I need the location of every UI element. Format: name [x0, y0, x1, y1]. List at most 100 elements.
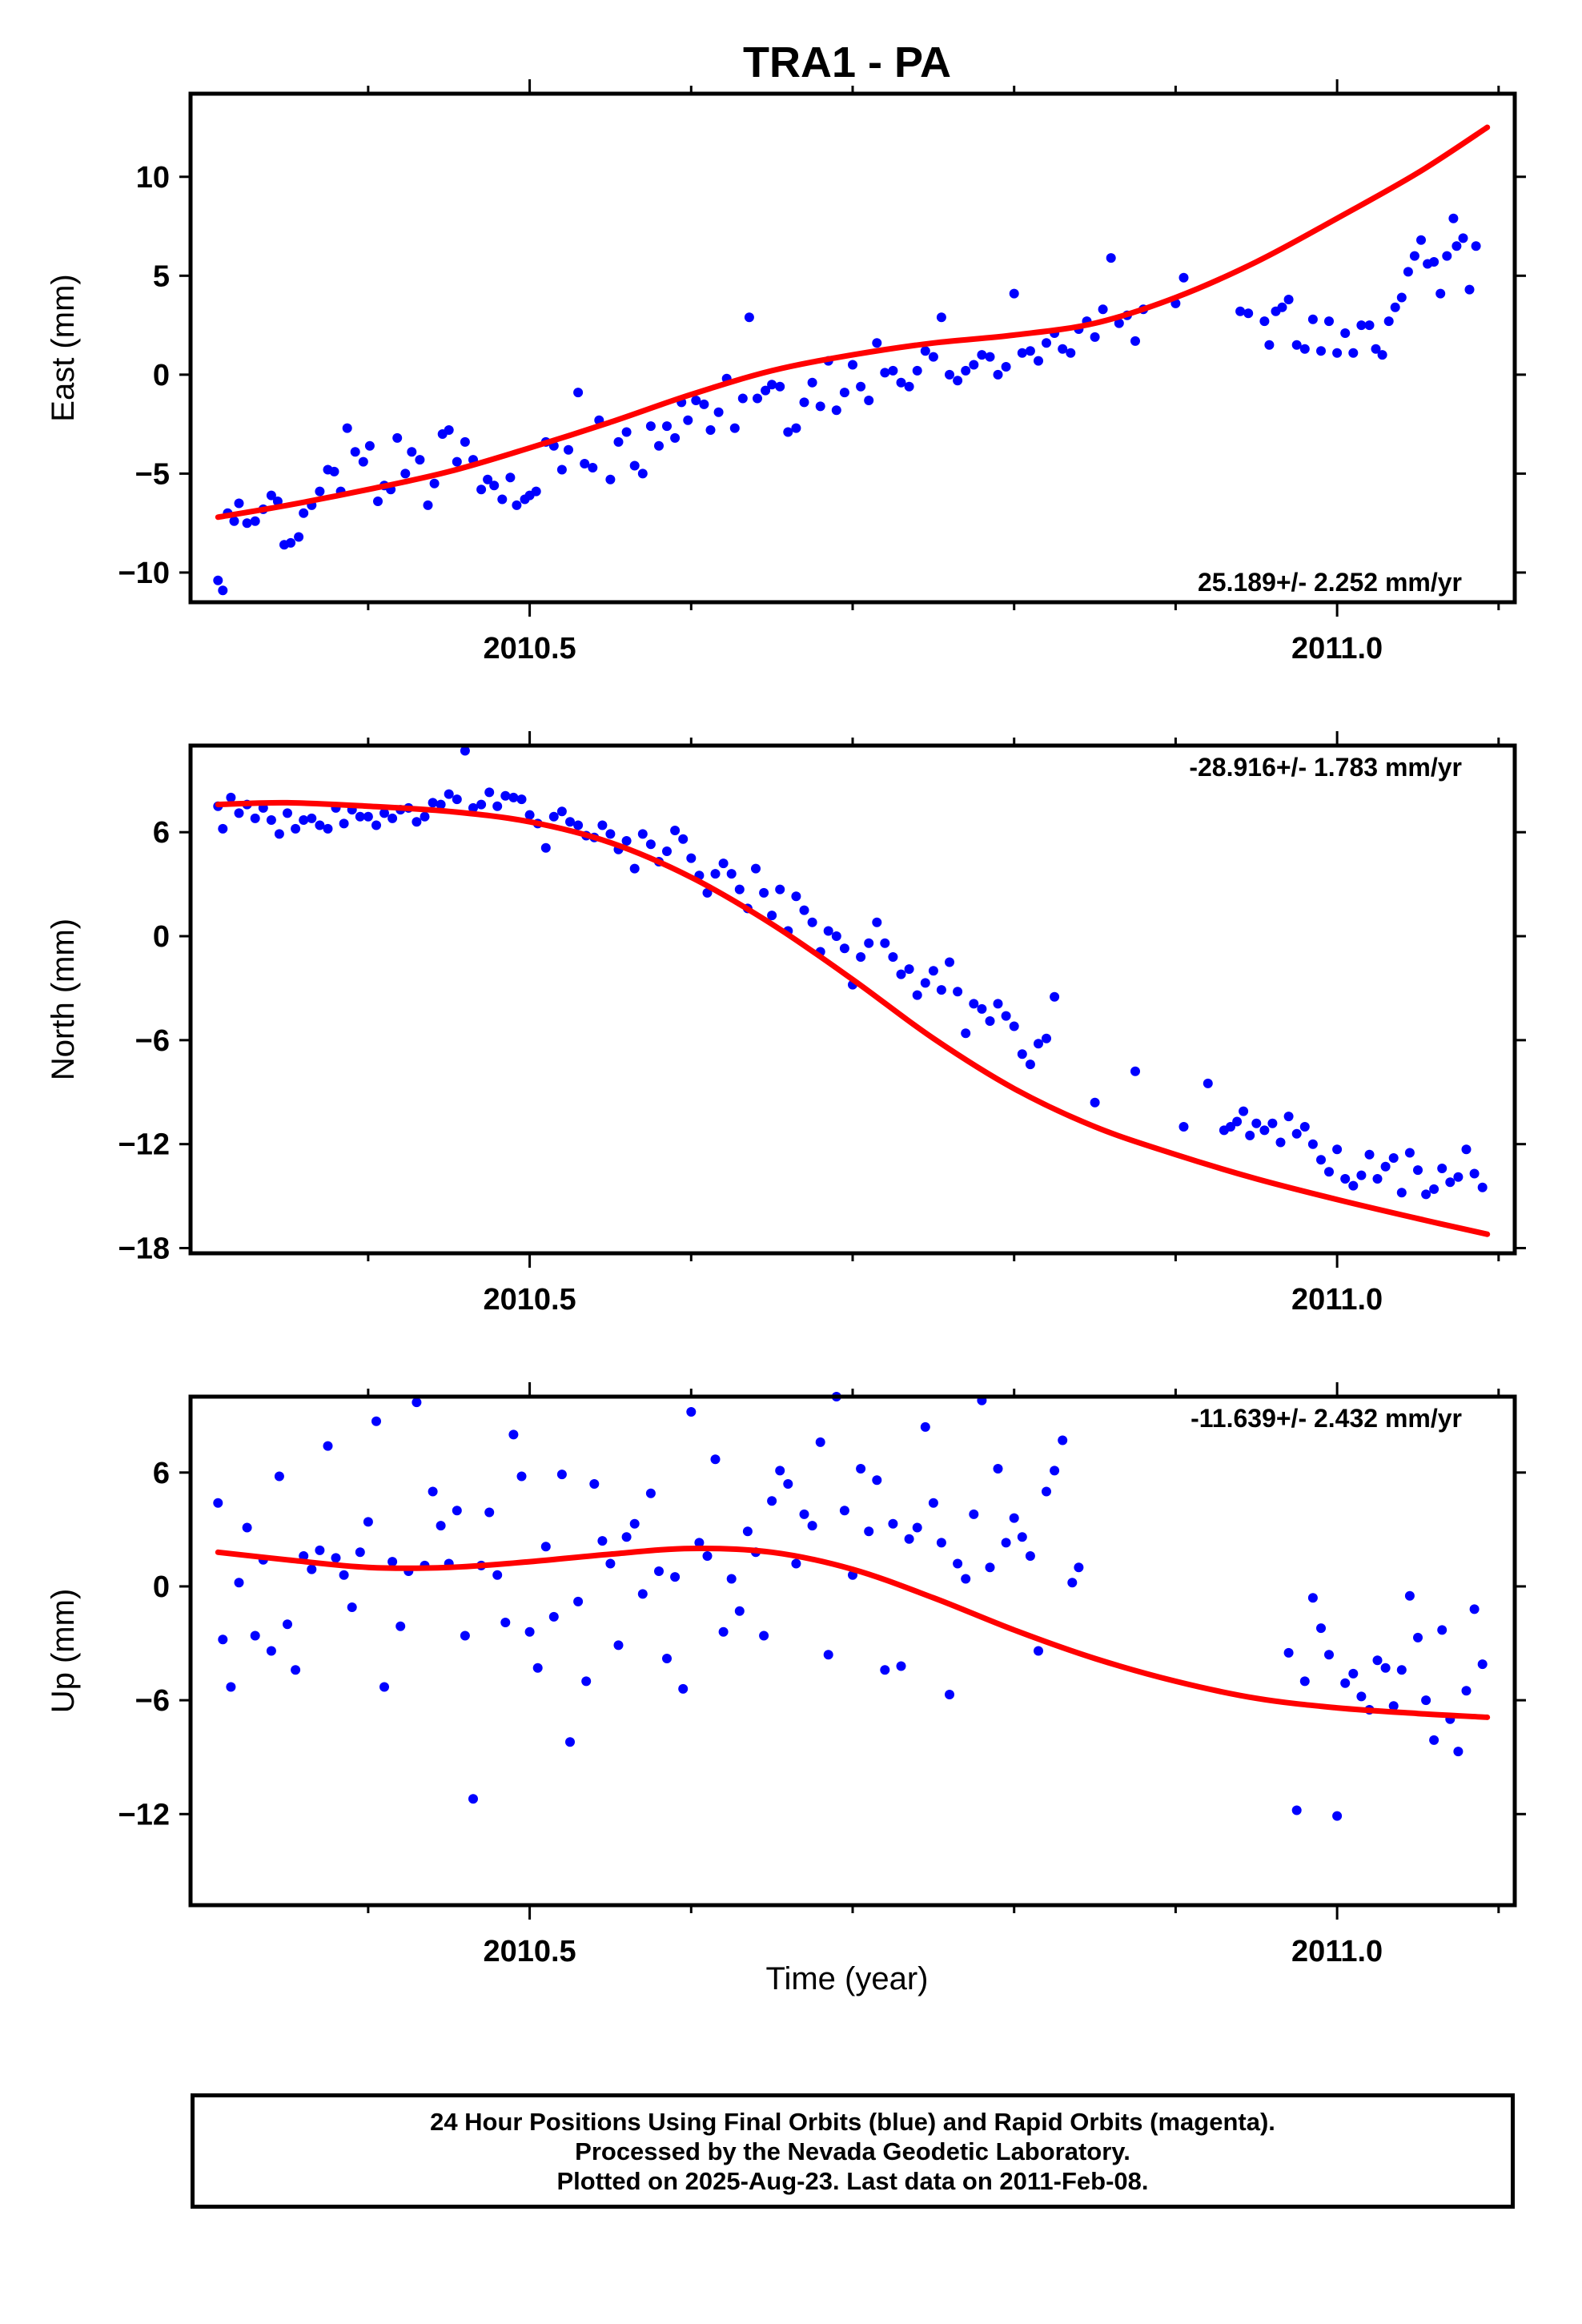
north-data-point — [468, 802, 478, 813]
up-data-point — [1050, 1466, 1060, 1476]
north-data-point — [702, 887, 713, 898]
east-data-point — [266, 490, 276, 501]
up-data-point — [218, 1634, 228, 1645]
north-data-point — [734, 884, 745, 895]
north-data-point — [1445, 1177, 1456, 1188]
east-data-point — [699, 399, 709, 409]
north-data-point — [1404, 1148, 1415, 1158]
north-data-point — [945, 957, 954, 967]
north-data-point — [524, 810, 535, 820]
north-data-point — [1001, 1011, 1011, 1021]
north-data-point — [1259, 1125, 1270, 1136]
up-data-point — [266, 1646, 276, 1656]
up-data-point — [1067, 1578, 1078, 1588]
east-data-point — [1017, 348, 1027, 358]
east-data-point — [977, 350, 987, 360]
up-data-point — [710, 1454, 721, 1465]
north-data-point — [428, 798, 438, 808]
up-data-point — [428, 1486, 438, 1497]
up-data-point — [864, 1526, 874, 1537]
up-data-point — [742, 1526, 753, 1537]
up-plot-frame — [188, 1394, 1517, 1908]
north-data-point — [1356, 1170, 1367, 1180]
up-data-point — [1380, 1663, 1391, 1673]
north-data-point — [274, 829, 284, 839]
east-data-point — [753, 393, 762, 404]
up-data-point — [548, 1611, 559, 1622]
east-data-point — [1383, 316, 1394, 327]
north-y-tick-label: −6 — [135, 1024, 170, 1058]
east-data-point — [452, 456, 462, 467]
chart-title: TRA1 - PA — [743, 38, 951, 86]
east-data-point — [1396, 292, 1407, 303]
north-data-point — [1042, 1033, 1051, 1043]
east-data-point — [531, 486, 541, 497]
north-data-point — [1388, 1153, 1399, 1163]
east-data-point — [605, 474, 616, 485]
up-data-point — [1291, 1805, 1302, 1815]
up-data-point — [928, 1498, 938, 1508]
east-data-point — [953, 376, 963, 386]
north-data-point — [218, 823, 228, 834]
up-data-point — [573, 1596, 584, 1606]
up-data-point — [581, 1676, 592, 1687]
north-data-point — [565, 817, 575, 827]
east-data-point — [920, 346, 930, 356]
east-data-point — [1403, 267, 1413, 277]
east-data-point — [1058, 344, 1068, 354]
north-data-point — [726, 869, 737, 879]
north-data-point — [355, 811, 365, 822]
north-data-point — [323, 823, 333, 834]
up-y-tick-label: 0 — [153, 1570, 170, 1604]
up-data-point — [436, 1521, 446, 1531]
north-data-point — [1025, 1059, 1035, 1070]
east-data-point — [315, 486, 325, 497]
east-data-point — [775, 381, 785, 392]
north-data-point — [637, 829, 648, 839]
up-data-point — [637, 1589, 648, 1599]
north-data-point — [912, 990, 922, 1000]
caption-line-3: Plotted on 2025-Aug-23. Last data on 201… — [556, 2166, 1149, 2195]
north-data-point — [444, 789, 454, 799]
up-y-tick-label: 6 — [153, 1457, 170, 1490]
east-data-point — [856, 381, 866, 392]
north-data-point — [1009, 1021, 1019, 1031]
up-data-point — [492, 1570, 503, 1580]
east-data-point — [1001, 362, 1011, 372]
up-data-point — [767, 1496, 777, 1506]
east-data-point — [483, 474, 493, 485]
east-data-point — [392, 432, 403, 443]
north-data-point — [621, 836, 632, 846]
east-data-point — [505, 472, 516, 483]
east-y-axis-label: East (mm) — [46, 274, 81, 421]
east-data-point — [286, 537, 296, 548]
east-data-point — [683, 415, 693, 425]
north-data-point — [710, 869, 721, 879]
east-data-point — [613, 436, 624, 447]
east-data-point — [489, 480, 500, 491]
up-data-point — [1025, 1551, 1035, 1561]
north-y-tick-label: 6 — [153, 816, 170, 850]
north-data-point — [823, 926, 833, 936]
east-data-point — [744, 312, 754, 323]
north-data-point — [492, 801, 503, 811]
east-data-point — [961, 365, 971, 376]
east-data-point — [1277, 302, 1287, 312]
east-data-point — [400, 468, 411, 479]
north-data-point — [888, 952, 898, 962]
north-data-point — [1299, 1122, 1310, 1132]
up-data-point — [936, 1538, 946, 1548]
north-data-point — [500, 790, 511, 801]
east-x-tick-label: 2011.0 — [1291, 632, 1383, 665]
up-fit-line — [215, 1546, 1491, 1720]
up-data-point — [396, 1621, 406, 1631]
north-data-point — [1421, 1189, 1431, 1200]
east-data-point — [342, 423, 352, 433]
north-data-point — [880, 938, 890, 948]
up-data-point — [556, 1470, 567, 1480]
north-data-point — [904, 964, 914, 975]
up-data-point — [880, 1665, 890, 1675]
up-data-point — [1001, 1538, 1011, 1548]
north-data-point — [1469, 1168, 1480, 1179]
east-data-point — [364, 440, 375, 451]
